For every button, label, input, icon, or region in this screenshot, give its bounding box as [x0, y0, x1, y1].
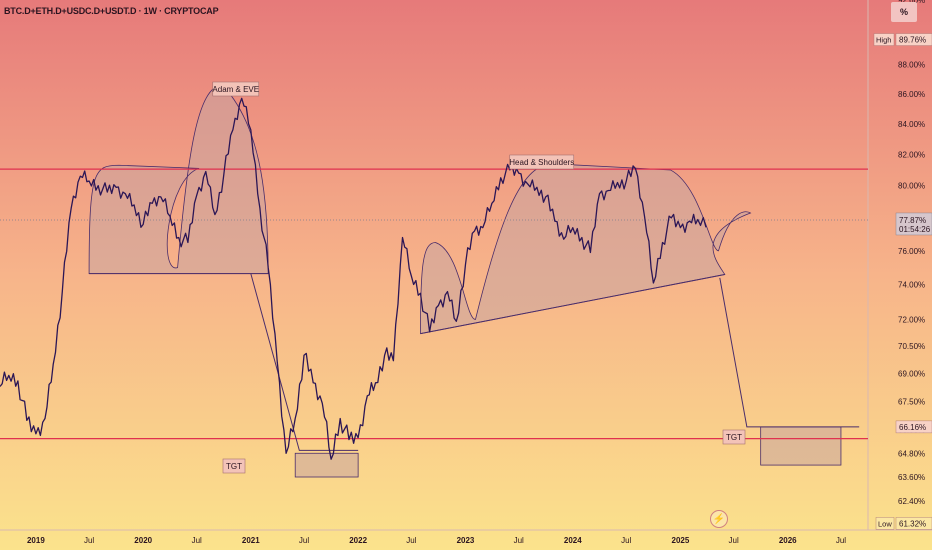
pattern-shape — [88, 84, 269, 274]
x-tick-label: Jul — [299, 536, 309, 545]
current-price-bg — [895, 212, 932, 236]
y-tick-label: 62.40% — [898, 497, 925, 506]
high-label: High — [876, 36, 891, 45]
target-projection — [719, 277, 860, 428]
x-tick-label: 2020 — [134, 536, 152, 545]
low-label: Low — [878, 519, 892, 528]
x-tick-label: Jul — [729, 536, 739, 545]
label-tgt: TGT — [726, 433, 742, 442]
high-value-bg — [895, 33, 932, 46]
y-tick-label: 67.50% — [898, 397, 925, 406]
annotation-labels: Adam & EVE Head & Shoulders TGT TGT — [212, 81, 746, 474]
label-adam-eve: Adam & EVE — [212, 85, 259, 94]
x-tick-label: Jul — [836, 536, 846, 545]
y-tick-label: 70.50% — [898, 342, 925, 351]
y-tick-label: 84.00% — [898, 120, 925, 129]
x-tick-label: 2023 — [457, 536, 475, 545]
y-tick-label: 86.00% — [898, 90, 925, 99]
tgt-value: 66.16% — [899, 423, 926, 432]
price-axis: 92.60%88.00%86.00%84.00%82.00%80.00%78.0… — [873, 0, 932, 530]
target-projection — [250, 273, 359, 451]
label-adam-eve-box — [212, 81, 260, 97]
y-tick-label: 74.00% — [898, 281, 925, 290]
logo-icon: ⚡ — [710, 510, 728, 528]
x-tick-label: Jul — [514, 536, 524, 545]
y-tick-label: 69.00% — [898, 370, 925, 379]
y-tick-label: 76.00% — [898, 247, 925, 256]
x-tick-label: 2021 — [242, 536, 260, 545]
label-tgt-box — [222, 458, 246, 474]
x-tick-label: Jul — [192, 536, 202, 545]
y-tick-label: 64.80% — [898, 449, 925, 458]
y-tick-label: 88.00% — [898, 61, 925, 70]
time-axis: 2019 Jul 2020 Jul 2021 Jul 2022 Jul 2023 Jul 2024 J… — [27, 536, 846, 545]
high-value: 89.76% — [899, 36, 926, 45]
y-tick-label: 63.60% — [898, 473, 925, 482]
x-tick-label: 2025 — [672, 536, 690, 545]
high-label-bg — [873, 33, 895, 46]
low-value: 61.32% — [899, 519, 926, 528]
low-label-bg — [875, 517, 895, 530]
label-tgt: TGT — [226, 462, 242, 471]
y-tick-label: 80.00% — [898, 182, 925, 191]
label-head-shoulders: Head & Shoulders — [509, 158, 574, 167]
tgt-value-bg — [895, 420, 932, 434]
current-price-value: 77.87% — [899, 216, 926, 225]
x-tick-label: 2026 — [779, 536, 797, 545]
x-tick-label: 2022 — [349, 536, 367, 545]
current-price-countdown: 01:54:26 — [899, 225, 931, 234]
label-head-shoulders-box — [509, 154, 575, 170]
axis-unit-badge[interactable]: % — [891, 2, 917, 22]
target-box — [294, 452, 359, 478]
target-box — [760, 426, 842, 466]
label-tgt-box — [722, 429, 746, 445]
x-tick-label: Jul — [406, 536, 416, 545]
x-tick-label: Jul — [84, 536, 94, 545]
low-value-bg — [895, 517, 932, 530]
x-tick-label: Jul — [621, 536, 631, 545]
x-tick-label: 2024 — [564, 536, 582, 545]
x-tick-label: 2019 — [27, 536, 45, 545]
neckline-trend — [420, 273, 725, 335]
y-tick-label: 82.00% — [898, 150, 925, 159]
chart-title: BTC.D+ETH.D+USDC.D+USDT.D · 1W · CRYPTOC… — [4, 6, 219, 16]
pattern-shapes — [88, 84, 842, 478]
price-series — [0, 97, 707, 460]
y-tick-label: 72.00% — [898, 315, 925, 324]
price-line — [0, 97, 707, 460]
